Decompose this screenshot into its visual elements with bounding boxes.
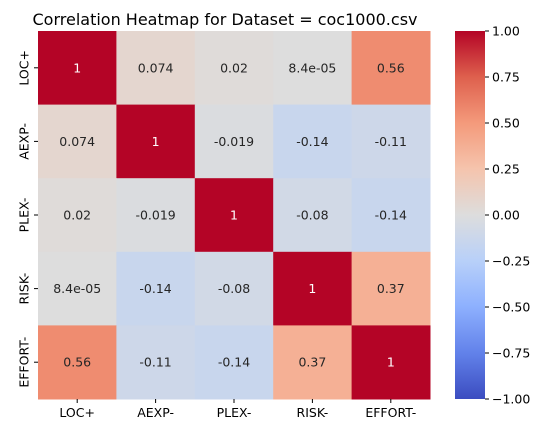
heatmap-cell-0-1	[116, 31, 196, 106]
colorbar: 1.00 0.75 0.50 0.25 0.00 −0.25 −0.50 −0.75 −1.00	[455, 24, 530, 407]
col-tick-label-4: EFFORT-	[365, 405, 416, 420]
cell-annotation-2-0: 0.02	[63, 208, 91, 223]
heatmap-cell-0-4	[351, 31, 431, 106]
cell-annotation-4-0: 0.56	[63, 355, 91, 370]
heatmap-cell-3-1	[116, 251, 196, 326]
col-tick-label-2: PLEX-	[217, 405, 252, 420]
cell-annotation-4-4: 1	[387, 355, 395, 370]
heatmap-cell-2-1	[116, 178, 196, 253]
heatmap-cell-3-0	[38, 251, 117, 326]
cell-annotation-0-2: 0.02	[220, 60, 248, 75]
colorbar-tick-label-6: −0.50	[492, 300, 530, 315]
heatmap-cell-0-0	[38, 31, 117, 106]
cell-annotation-3-2: -0.08	[218, 281, 250, 296]
cell-annotation-4-3: 0.37	[298, 355, 326, 370]
cell-annotation-0-4: 0.56	[377, 60, 405, 75]
cell-annotation-4-1: -0.11	[139, 355, 171, 370]
cell-annotation-3-3: 1	[308, 281, 316, 296]
heatmap-cell-1-4	[351, 104, 431, 179]
heatmap-cell-0-2	[194, 31, 274, 106]
heatmap-cell-4-4	[351, 325, 431, 400]
row-tick-label-3: RISK-	[17, 273, 32, 305]
cell-annotation-1-1: 1	[152, 134, 160, 149]
chart-title: Correlation Heatmap for Dataset = coc100…	[32, 10, 417, 29]
colorbar-tick-label-4: 0.00	[492, 208, 520, 223]
colorbar-tick-label-0: 1.00	[492, 24, 520, 39]
heatmap-cells: 1 0.074 0.02 8.4e-05 0.56 0.074 1 -0.019 -0.14 -0…	[38, 31, 431, 400]
cell-annotation-2-3: -0.08	[296, 208, 328, 223]
heatmap-cell-2-0	[38, 178, 117, 253]
row-tick-label-1: AEXP-	[17, 123, 32, 160]
cell-annotation-1-0: 0.074	[59, 134, 95, 149]
row-tick-labels: LOC+ AEXP- PLEX- RISK- EFFORT-	[17, 50, 38, 388]
cell-annotation-3-0: 8.4e-05	[53, 281, 101, 296]
heatmap-cell-2-3	[273, 178, 353, 253]
row-tick-label-4: EFFORT-	[17, 337, 32, 388]
cell-annotation-4-2: -0.14	[218, 355, 250, 370]
cell-annotation-0-3: 8.4e-05	[288, 60, 336, 75]
colorbar-tick-label-3: 0.25	[492, 162, 520, 177]
heatmap-cell-4-2	[194, 325, 274, 400]
cell-annotation-2-2: 1	[230, 208, 238, 223]
colorbar-gradient	[455, 31, 485, 399]
column-tick-labels: LOC+ AEXP- PLEX- RISK- EFFORT-	[59, 399, 416, 420]
col-tick-label-1: AEXP-	[137, 405, 174, 420]
heatmap-cell-1-3	[273, 104, 353, 179]
colorbar-tick-label-7: −0.75	[492, 346, 530, 361]
cell-annotation-3-1: -0.14	[139, 281, 171, 296]
heatmap-cell-3-4	[351, 251, 431, 326]
heatmap-cell-4-0	[38, 325, 117, 400]
row-tick-label-2: PLEX-	[17, 198, 32, 233]
colorbar-tick-label-8: −1.00	[492, 392, 530, 407]
heatmap-cell-4-3	[273, 325, 353, 400]
row-tick-label-0: LOC+	[17, 50, 32, 86]
heatmap-cell-1-1	[116, 104, 196, 179]
cell-annotation-0-0: 1	[73, 60, 81, 75]
cell-annotation-1-4: -0.11	[375, 134, 407, 149]
heatmap-cell-1-0	[38, 104, 117, 179]
cell-annotation-0-1: 0.074	[138, 60, 174, 75]
colorbar-tick-label-5: −0.25	[492, 254, 530, 269]
cell-annotation-3-4: 0.37	[377, 281, 405, 296]
colorbar-tick-label-1: 0.75	[492, 70, 520, 85]
heatmap-cell-2-2	[194, 178, 274, 253]
cell-annotation-1-3: -0.14	[296, 134, 328, 149]
cell-annotation-1-2: -0.019	[214, 134, 254, 149]
cell-annotation-2-4: -0.14	[375, 208, 407, 223]
heatmap-cell-1-2	[194, 104, 274, 179]
heatmap-cell-3-2	[194, 251, 274, 326]
heatmap-cell-0-3	[273, 31, 353, 106]
heatmap-cell-3-3	[273, 251, 353, 326]
colorbar-tick-label-2: 0.50	[492, 116, 520, 131]
col-tick-label-0: LOC+	[59, 405, 95, 420]
heatmap-cell-4-1	[116, 325, 196, 400]
col-tick-label-3: RISK-	[297, 405, 329, 420]
heatmap-cell-2-4	[351, 178, 431, 253]
cell-annotation-2-1: -0.019	[135, 208, 175, 223]
